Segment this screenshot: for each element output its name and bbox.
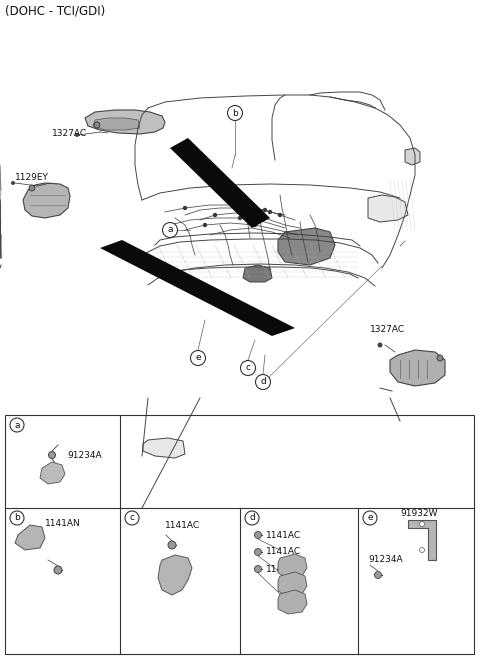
Circle shape [255, 375, 271, 390]
Text: b: b [14, 514, 20, 522]
Polygon shape [368, 195, 408, 222]
Polygon shape [158, 555, 192, 595]
Text: c: c [245, 363, 251, 373]
Polygon shape [23, 183, 70, 218]
Text: 1129EY: 1129EY [15, 173, 49, 182]
Circle shape [420, 522, 424, 527]
Circle shape [278, 213, 281, 216]
Text: 91932W: 91932W [400, 508, 437, 518]
Polygon shape [278, 590, 307, 614]
Polygon shape [390, 350, 445, 386]
Polygon shape [100, 240, 295, 336]
Circle shape [377, 342, 383, 348]
Text: 1141AC: 1141AC [266, 531, 301, 539]
Text: 1141AC: 1141AC [165, 520, 200, 529]
Circle shape [48, 451, 56, 459]
Bar [5, 415, 474, 654]
Text: 1141AC: 1141AC [266, 548, 301, 556]
Circle shape [29, 185, 35, 191]
Circle shape [243, 207, 247, 209]
Circle shape [254, 531, 262, 539]
Circle shape [75, 133, 79, 137]
Polygon shape [243, 265, 272, 282]
Text: e: e [195, 354, 201, 363]
Text: 1141AN: 1141AN [45, 518, 81, 527]
Circle shape [228, 106, 242, 121]
Circle shape [253, 224, 256, 226]
Circle shape [11, 181, 15, 185]
Circle shape [54, 566, 62, 574]
Circle shape [125, 511, 139, 525]
Text: 1141AC: 1141AC [266, 565, 301, 573]
Text: a: a [167, 226, 173, 234]
Circle shape [168, 541, 176, 549]
Circle shape [183, 207, 187, 209]
Circle shape [363, 511, 377, 525]
Text: 91234A: 91234A [368, 556, 403, 565]
Circle shape [240, 361, 255, 375]
Circle shape [10, 511, 24, 525]
Circle shape [204, 224, 206, 226]
Polygon shape [40, 462, 65, 484]
Text: c: c [130, 514, 134, 522]
Circle shape [437, 355, 443, 361]
Polygon shape [170, 138, 270, 228]
Polygon shape [278, 228, 335, 265]
Circle shape [191, 350, 205, 365]
Polygon shape [408, 520, 436, 560]
Text: e: e [367, 514, 373, 522]
Circle shape [264, 209, 266, 211]
Polygon shape [278, 554, 307, 578]
Text: a: a [14, 420, 20, 430]
Polygon shape [278, 572, 307, 596]
Polygon shape [15, 525, 45, 550]
Circle shape [374, 571, 382, 579]
Polygon shape [93, 118, 140, 130]
Circle shape [94, 122, 100, 128]
Circle shape [163, 222, 178, 237]
Text: 1327AC: 1327AC [52, 129, 87, 138]
Text: 1327AC: 1327AC [370, 325, 405, 335]
Circle shape [233, 203, 237, 207]
Text: b: b [232, 108, 238, 117]
Circle shape [254, 548, 262, 556]
Circle shape [268, 211, 272, 213]
Text: d: d [260, 377, 266, 386]
Circle shape [245, 511, 259, 525]
Circle shape [10, 418, 24, 432]
Text: d: d [249, 514, 255, 522]
Text: (DOHC - TCI/GDI): (DOHC - TCI/GDI) [5, 5, 105, 18]
Polygon shape [143, 438, 185, 458]
Circle shape [254, 565, 262, 573]
Circle shape [214, 213, 216, 216]
Circle shape [420, 548, 424, 552]
Polygon shape [85, 110, 165, 134]
Circle shape [239, 216, 241, 220]
Text: 91234A: 91234A [67, 451, 102, 459]
Polygon shape [405, 148, 420, 165]
